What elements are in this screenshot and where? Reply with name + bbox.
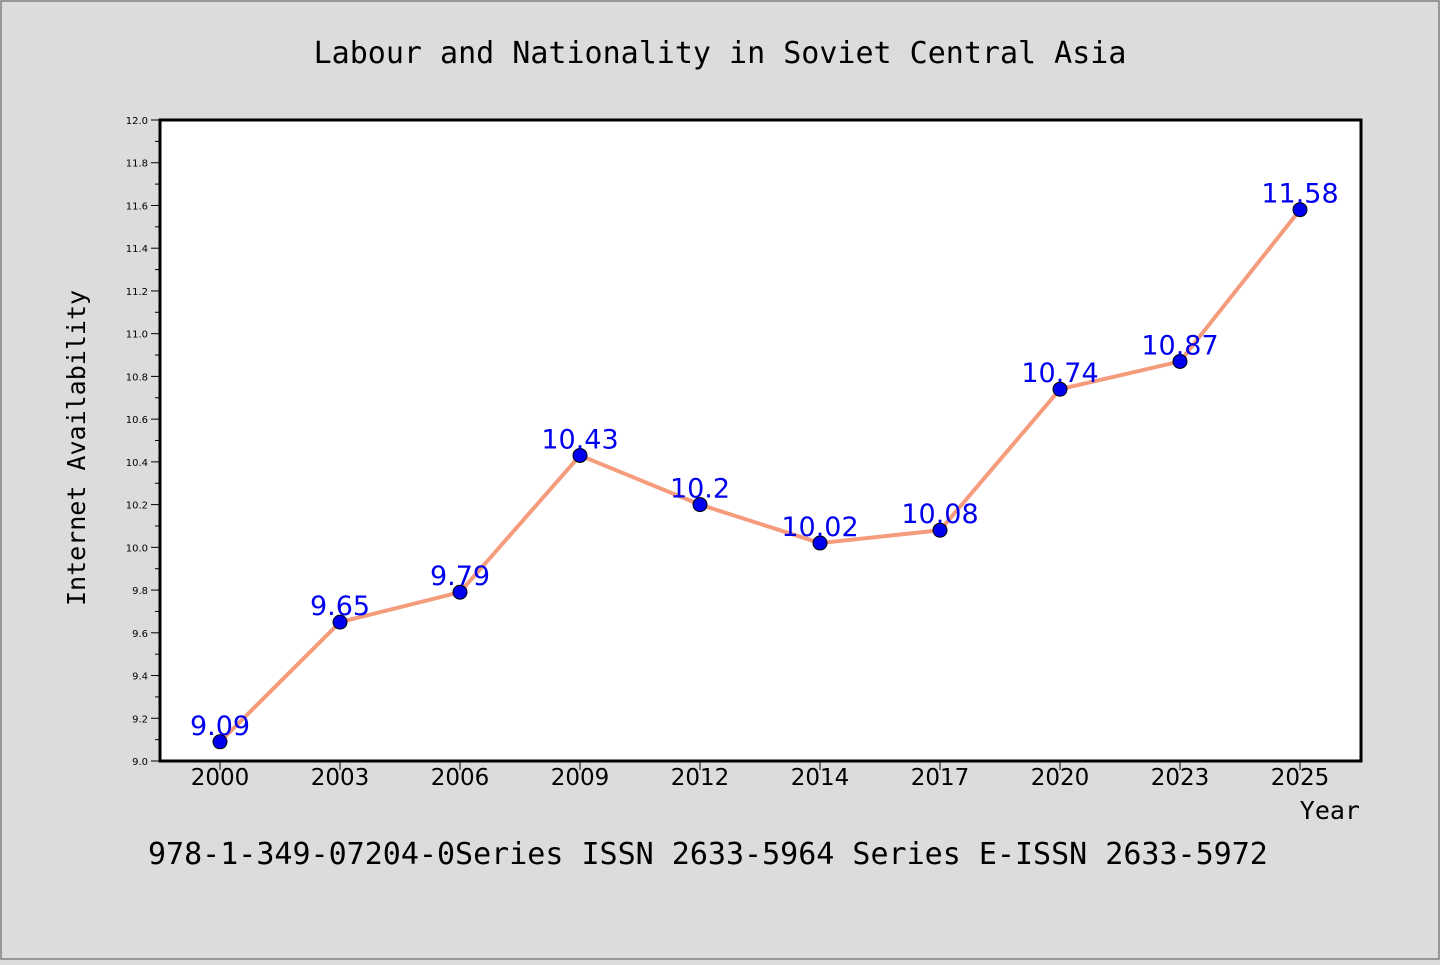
data-point bbox=[812, 535, 828, 551]
x-tick-label: 2003 bbox=[311, 765, 370, 791]
data-label: 10.43 bbox=[541, 424, 618, 455]
y-tick-label: 9.6 bbox=[132, 629, 148, 640]
data-label: 10.2 bbox=[670, 474, 730, 505]
y-tick-label: 9.2 bbox=[132, 714, 148, 725]
x-tick-label: 2023 bbox=[1151, 765, 1210, 791]
data-labels: 9.09 9.65 9.79 10.43 10.2 10.02 10.08 10.74 10.8… bbox=[190, 179, 1339, 742]
data-label: 9.79 bbox=[430, 561, 490, 592]
data-label: 10.08 bbox=[901, 499, 978, 530]
x-tick-label: 2014 bbox=[791, 765, 850, 791]
y-tick-label: 11.6 bbox=[126, 201, 148, 212]
data-label: 10.87 bbox=[1141, 330, 1218, 361]
x-tick-label: 2020 bbox=[1031, 765, 1090, 791]
data-point bbox=[332, 614, 348, 630]
y-tick-label: 11.8 bbox=[126, 159, 148, 170]
y-tick-label: 9.0 bbox=[132, 757, 148, 768]
y-tick-label: 9.8 bbox=[132, 586, 148, 597]
data-point bbox=[212, 734, 228, 750]
data-label: 10.02 bbox=[781, 512, 858, 543]
y-tick-label: 12.0 bbox=[126, 116, 148, 127]
data-point bbox=[452, 584, 468, 600]
y-tick-label: 10.4 bbox=[126, 458, 148, 469]
x-tick-label: 2000 bbox=[191, 765, 250, 791]
x-tick-label: 2006 bbox=[431, 765, 490, 791]
x-axis-label: Year bbox=[1300, 796, 1360, 825]
footer-text: 978-1-349-07204-0Series ISSN 2633-5964 S… bbox=[148, 837, 1268, 872]
data-point bbox=[932, 522, 948, 538]
data-label: 11.58 bbox=[1261, 179, 1338, 210]
y-tick-label: 11.2 bbox=[126, 287, 148, 298]
x-tick-label: 2009 bbox=[551, 765, 610, 791]
y-tick-label: 10.8 bbox=[126, 372, 148, 383]
y-tick-label: 10.0 bbox=[126, 543, 148, 554]
data-point bbox=[572, 447, 588, 463]
series-markers bbox=[212, 202, 1308, 750]
data-label: 10.74 bbox=[1021, 358, 1098, 389]
plot-frame bbox=[158, 118, 1363, 763]
data-label: 9.09 bbox=[190, 711, 250, 742]
y-tick-label: 9.4 bbox=[132, 672, 148, 683]
data-point bbox=[1292, 202, 1308, 218]
series-line bbox=[218, 207, 1302, 744]
data-point bbox=[1172, 353, 1188, 369]
y-tick-label: 10.2 bbox=[126, 501, 148, 512]
data-point bbox=[692, 497, 708, 513]
y-tick-label: 11.4 bbox=[126, 244, 148, 255]
y-axis-label: Internet Availability bbox=[62, 290, 91, 606]
x-tick-label: 2017 bbox=[911, 765, 970, 791]
plot-area bbox=[160, 120, 1361, 761]
y-tick-label: 10.6 bbox=[126, 415, 148, 426]
x-tick-label: 2012 bbox=[671, 765, 730, 791]
x-tick-label: 2025 bbox=[1271, 765, 1330, 791]
chart-title: Labour and Nationality in Soviet Central… bbox=[314, 36, 1127, 71]
y-tick-label: 11.0 bbox=[126, 330, 148, 341]
data-point bbox=[1052, 381, 1068, 397]
data-label: 9.65 bbox=[310, 591, 370, 622]
x-axis-ticks: 2000 2003 2006 2009 2012 2014 2017 2020 2023 2025 bbox=[191, 761, 1330, 791]
